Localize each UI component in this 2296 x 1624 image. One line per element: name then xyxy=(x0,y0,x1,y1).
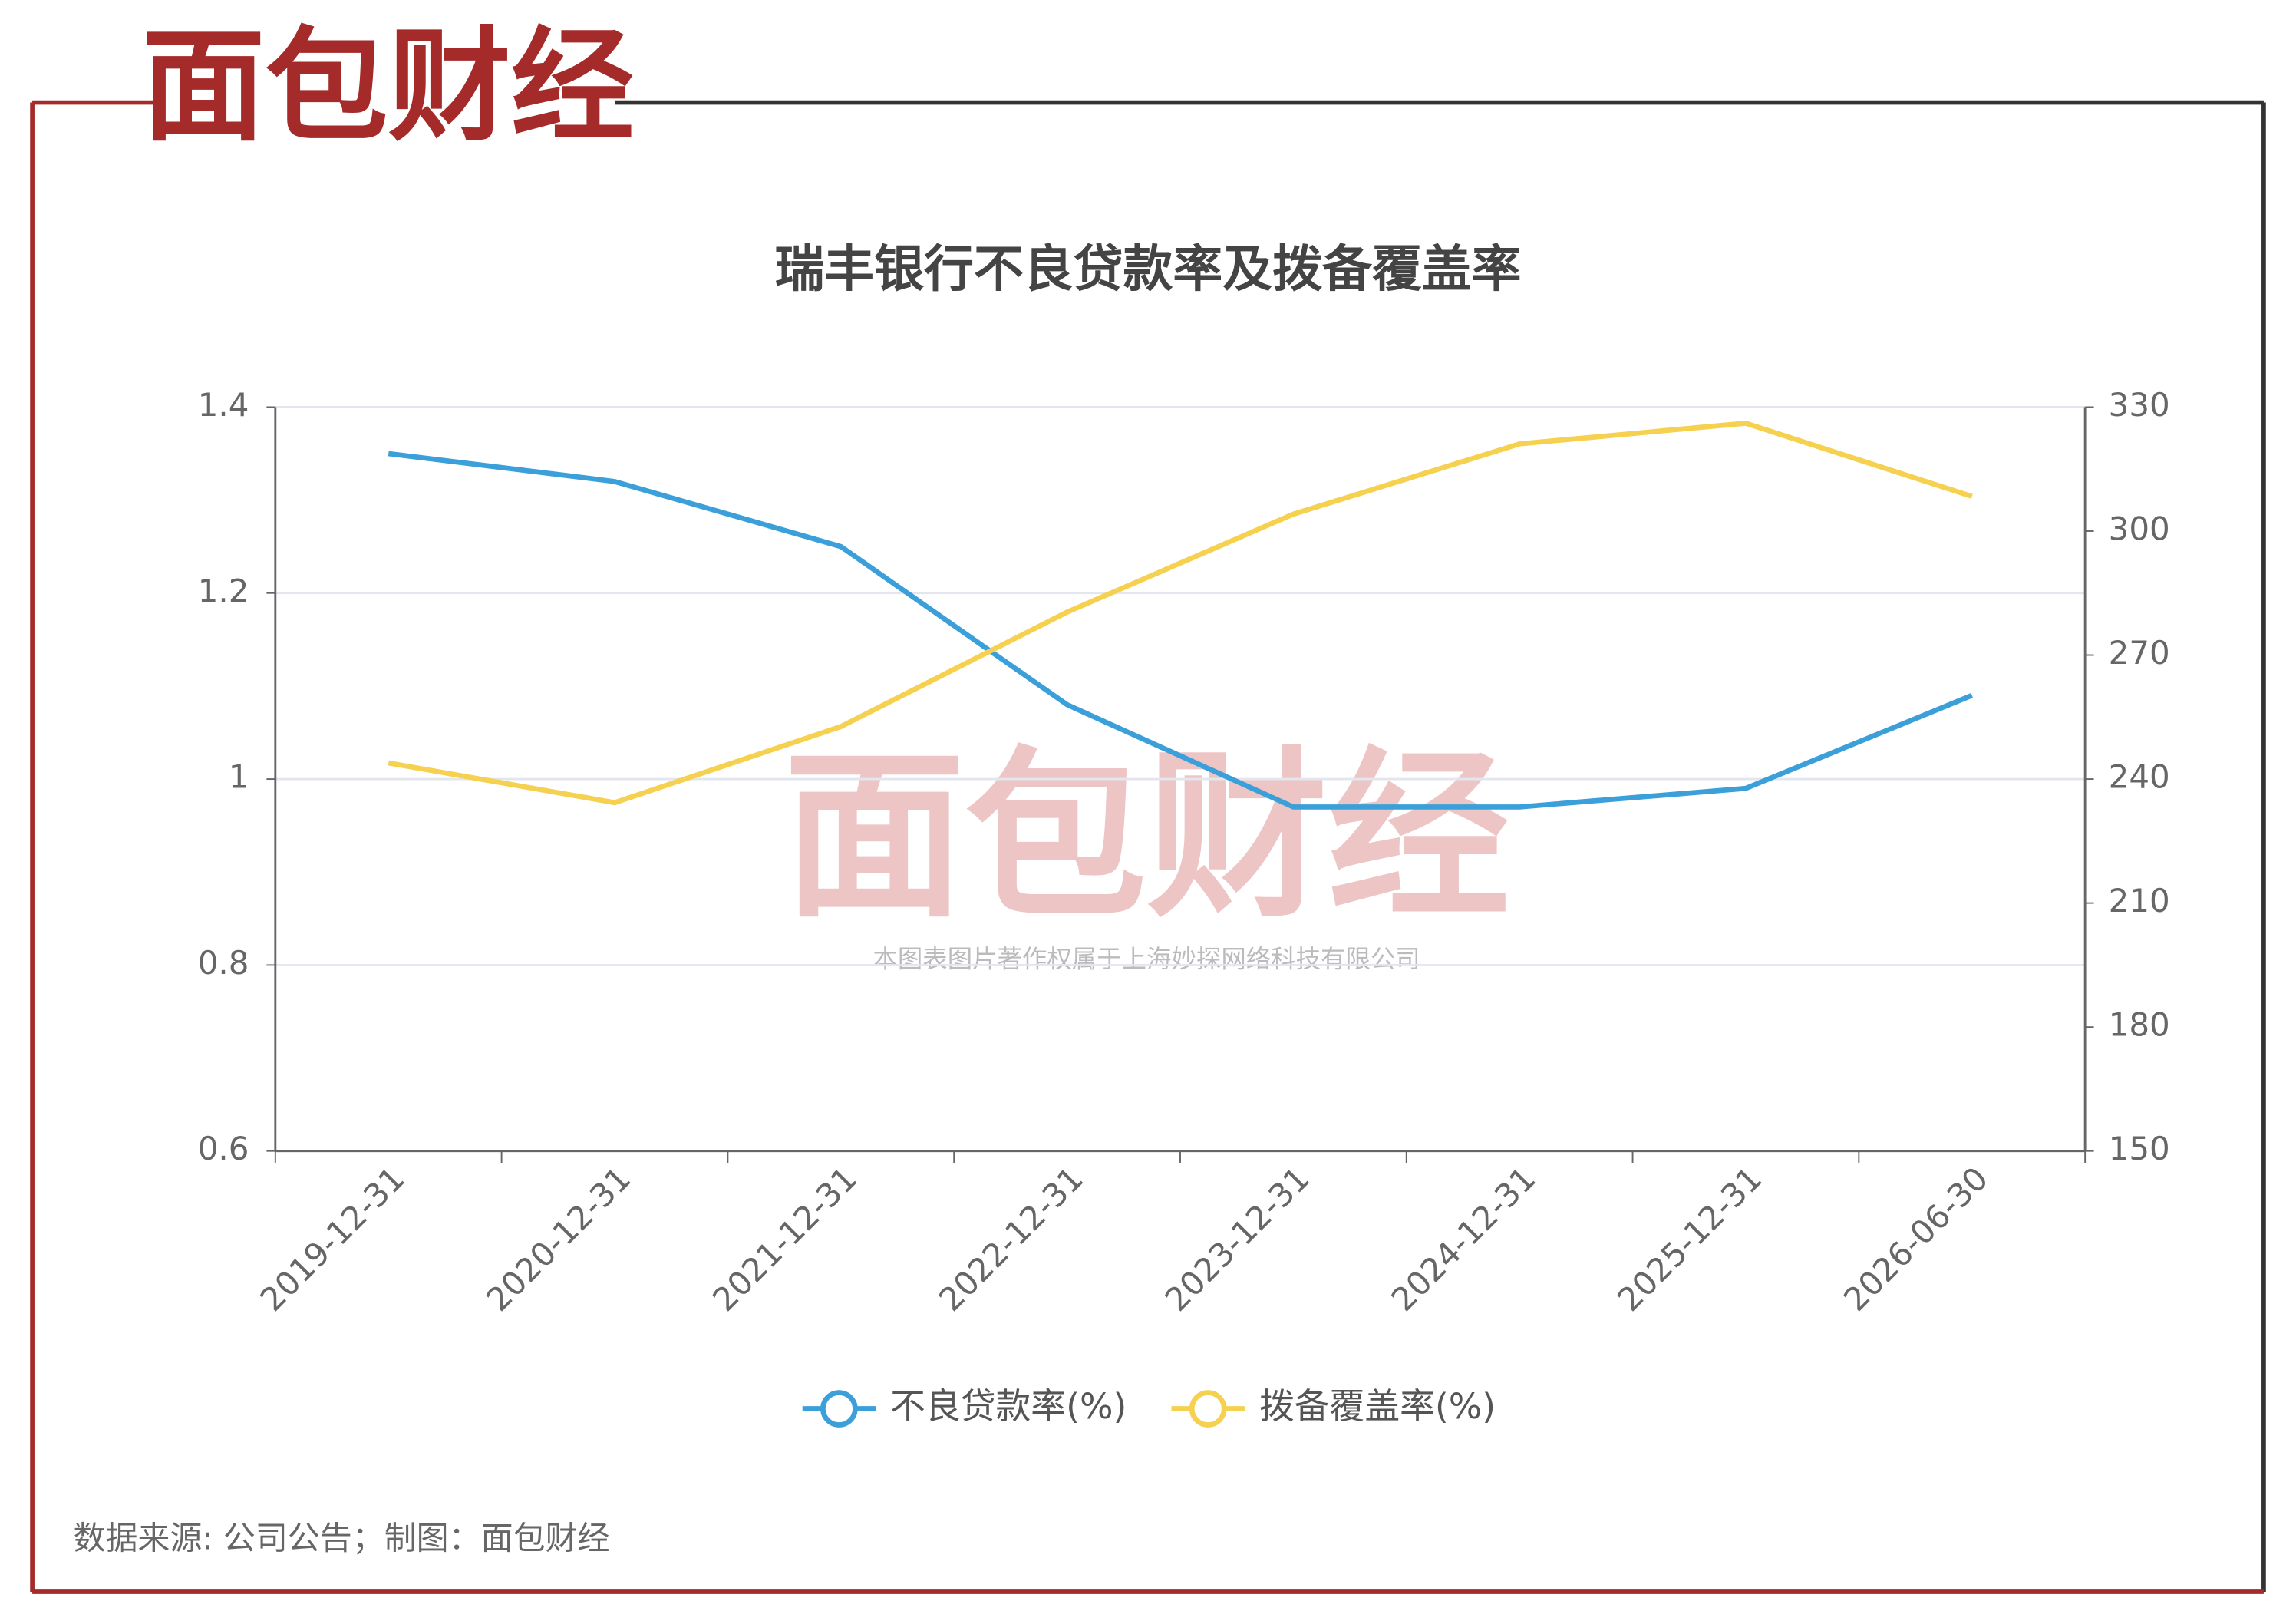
x-tick-label: 2026-06-30 xyxy=(1836,1160,1995,1319)
x-tick-label: 2025-12-31 xyxy=(1610,1160,1769,1319)
series-line xyxy=(388,421,1973,806)
y-tick-label: 0.6 xyxy=(198,1130,249,1167)
x-tick-label: 2019-12-31 xyxy=(253,1160,412,1319)
legend-label: 不良贷款率(%) xyxy=(890,1385,1127,1427)
y2-tick-label: 180 xyxy=(2109,1006,2170,1044)
source-note: 数据来源: 公司公告；制图：面包财经 xyxy=(74,1520,610,1557)
x-tick-label: 2024-12-31 xyxy=(1384,1160,1543,1319)
y-tick-label: 1.4 xyxy=(198,386,249,424)
x-tick-label: 2020-12-31 xyxy=(479,1160,638,1319)
y2-tick-label: 330 xyxy=(2109,386,2170,424)
legend-marker xyxy=(1189,1390,1227,1428)
y-tick-label: 0.8 xyxy=(198,944,249,982)
x-tick-label: 2021-12-31 xyxy=(705,1160,864,1319)
legend-marker xyxy=(820,1390,858,1428)
y-tick-label: 1 xyxy=(229,758,249,796)
y2-tick-label: 210 xyxy=(2109,882,2170,919)
legend-label: 拨备覆盖率(%) xyxy=(1259,1385,1496,1427)
series-line xyxy=(388,451,1974,810)
watermark-text: 本图表图片著作权属于上海妙探网络科技有限公司 xyxy=(873,945,1420,974)
x-tick-label: 2023-12-31 xyxy=(1158,1160,1317,1319)
y2-tick-label: 270 xyxy=(2109,634,2170,672)
chart-title: 瑞丰银行不良贷款率及拨备覆盖率 xyxy=(775,240,1522,298)
watermark-logo: 面包财经 xyxy=(783,731,1509,942)
y-tick-label: 1.2 xyxy=(198,572,249,609)
y2-tick-label: 240 xyxy=(2109,758,2170,796)
logo: 面包财经 xyxy=(142,15,634,158)
y2-tick-label: 300 xyxy=(2109,510,2170,547)
y2-tick-label: 150 xyxy=(2109,1130,2170,1167)
x-tick-label: 2022-12-31 xyxy=(932,1160,1090,1319)
